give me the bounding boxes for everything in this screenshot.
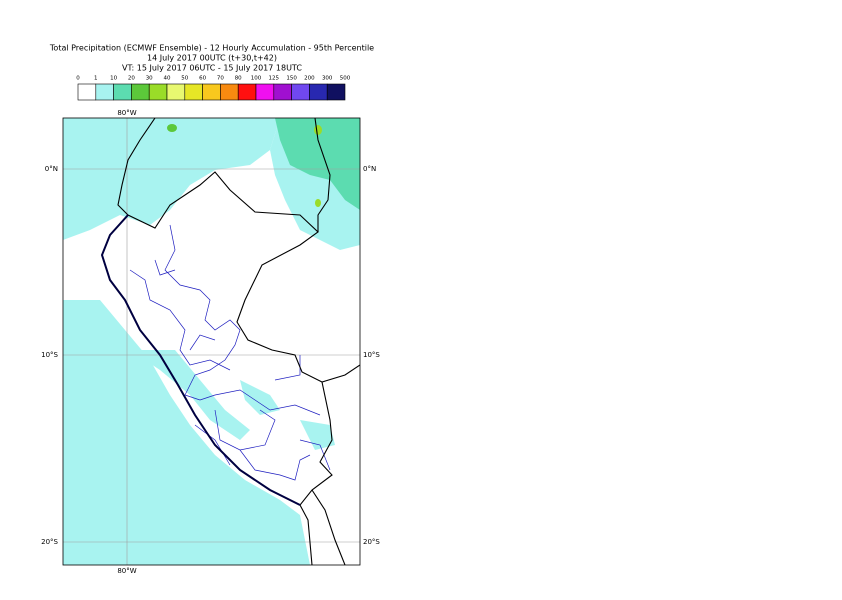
map-area [63, 118, 360, 565]
colorbar-box [166, 83, 186, 101]
colorbar-box [309, 83, 328, 101]
colorbar-label: 100 [251, 76, 262, 82]
title-block: Total Precipitation (ECMWF Ensemble) - 1… [49, 44, 374, 73]
colorbar-box [255, 83, 275, 101]
colorbar-box [291, 83, 310, 101]
lat-label: 10°S [41, 351, 58, 359]
colorbar-label: 150 [286, 76, 297, 82]
colorbar-label: 125 [269, 76, 280, 82]
colorbar-box [77, 83, 97, 101]
country-borders [117, 118, 360, 565]
colorbar-box [113, 83, 132, 101]
colorbar-label: 50 [181, 76, 188, 82]
colorbar-label: 300 [322, 76, 333, 82]
colorbar-box [237, 83, 257, 101]
colorbar-box [202, 83, 221, 101]
lon-label: 80°W [117, 109, 136, 117]
colorbar-label: 70 [217, 76, 224, 82]
lat-label: 10°S [363, 351, 380, 359]
precip-area [240, 380, 280, 415]
regional-boundaries [129, 224, 331, 481]
colorbar-label: 40 [164, 76, 171, 82]
colorbar-label: 60 [199, 76, 206, 82]
map-frame [62, 117, 361, 566]
colorbar-box [220, 83, 239, 101]
colorbar-label: 80 [235, 76, 242, 82]
coastline [100, 214, 301, 506]
graticule [63, 118, 360, 565]
precip-spot [315, 199, 321, 207]
colorbar-box [184, 83, 203, 101]
lat-label: 20°S [41, 538, 58, 546]
lon-label: 80°W [117, 567, 136, 575]
precip-spot [167, 124, 177, 132]
colorbar-label: 1 [94, 76, 98, 82]
colorbar-label: 500 [340, 76, 351, 82]
precip-area [130, 350, 250, 440]
colorbar-label: 0 [76, 76, 80, 82]
colorbar-box [273, 83, 292, 101]
lat-label: 0°N [45, 165, 58, 173]
lat-label: 0°N [363, 165, 376, 173]
precip-area [63, 300, 310, 565]
precip-area [275, 118, 360, 210]
precip-area [300, 420, 335, 450]
lat-label: 20°S [363, 538, 380, 546]
colorbar-box [148, 83, 168, 101]
colorbar-label: 20 [128, 76, 135, 82]
colorbar-label: 200 [304, 76, 315, 82]
colorbar-box [326, 83, 346, 101]
colorbar-label: 10 [110, 76, 117, 82]
title-line: VT: 15 July 2017 06UTC - 15 July 2017 18… [122, 64, 302, 73]
title-line: 14 July 2017 00UTC (t+30,t+42) [147, 54, 277, 63]
colorbar: 0 1 10 20 30 40 50 60 70 80 100 125 150 200 300 500 [76, 76, 351, 101]
precip-spot [314, 125, 322, 135]
colorbar-box [131, 83, 150, 101]
colorbar-box [95, 83, 114, 101]
colorbar-label: 30 [146, 76, 153, 82]
title-line: Total Precipitation (ECMWF Ensemble) - 1… [49, 44, 374, 53]
precip-area [63, 118, 280, 240]
